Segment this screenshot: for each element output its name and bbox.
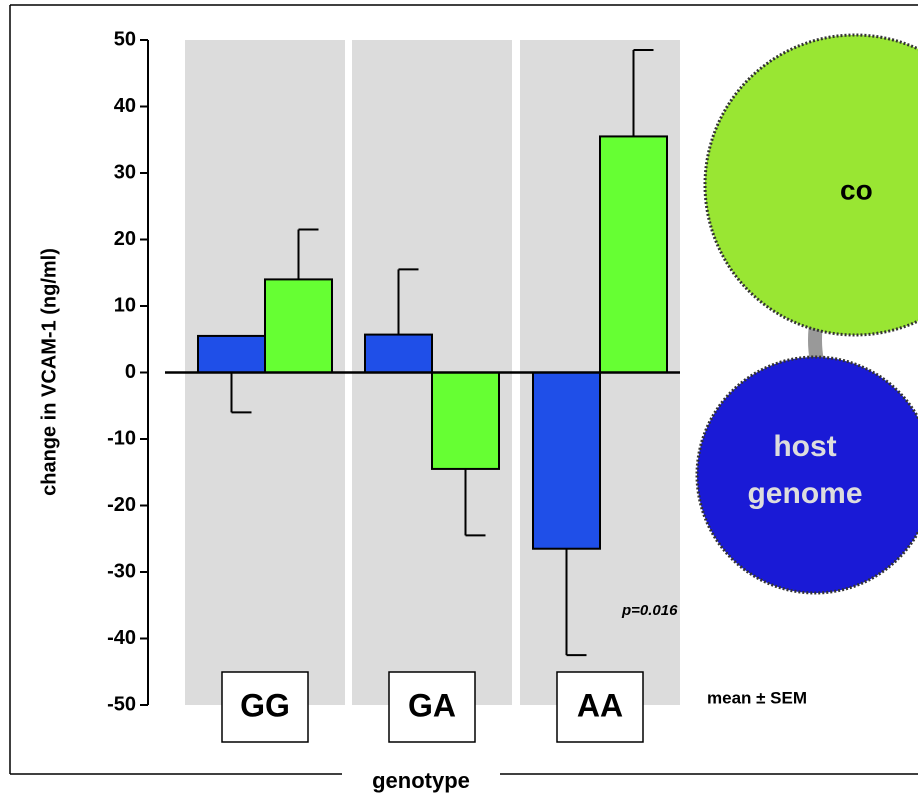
- y-tick-label: -50: [107, 693, 136, 715]
- bar: [532, 371, 601, 550]
- y-tick-label: 30: [114, 161, 136, 183]
- bar: [264, 278, 333, 374]
- diagram: co host genome: [695, 33, 918, 595]
- x-axis-label: genotype: [372, 768, 470, 793]
- category-box: [388, 671, 476, 743]
- y-tick-label: -40: [107, 627, 136, 649]
- category-box: [221, 671, 309, 743]
- x-tick-label: AA: [577, 687, 623, 723]
- plot: GG GA AA p=0.016: [140, 39, 680, 743]
- bar: [197, 334, 266, 374]
- diagram-label: co: [840, 174, 873, 205]
- bar: [364, 333, 433, 374]
- annotation: p=0.016: [621, 602, 678, 619]
- frame: [9, 4, 918, 775]
- y-tick-label: -10: [107, 427, 136, 449]
- diagram-label: host: [773, 430, 836, 463]
- y-tick-label: -20: [107, 494, 136, 516]
- y-tick-label: 0: [125, 361, 136, 383]
- diagram-label: genome: [747, 477, 862, 510]
- bar: [431, 371, 500, 470]
- y-axis-label: change in VCAM-1 (ng/ml): [38, 248, 60, 496]
- bar: [599, 135, 668, 374]
- y-tick-label: 40: [114, 95, 136, 117]
- x-tick-label: GA: [408, 687, 456, 723]
- annotation: mean ± SEM: [707, 688, 807, 707]
- y-tick-label: 50: [114, 28, 136, 50]
- y-tick-label: -30: [107, 560, 136, 582]
- category-box: [556, 671, 644, 743]
- x-tick-label: GG: [240, 687, 290, 723]
- y-tick-label: 10: [114, 294, 136, 316]
- y-tick-label: 20: [114, 228, 136, 250]
